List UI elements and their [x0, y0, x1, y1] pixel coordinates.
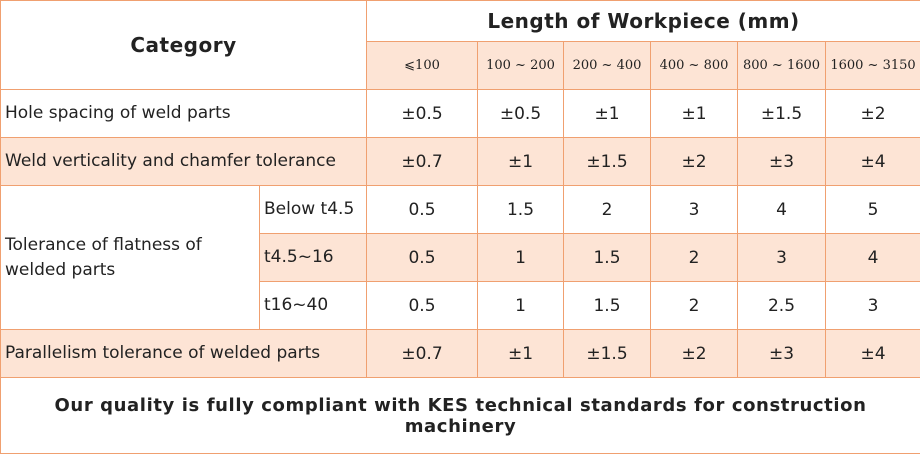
value-cell: 4 [737, 185, 827, 234]
row-label: Hole spacing of weld parts [0, 89, 368, 138]
table-row: Parallelism tolerance of welded parts ±0.… [0, 329, 920, 378]
range-header: 200 ~ 400 [563, 41, 652, 90]
value-cell: ±1 [650, 89, 739, 138]
category-header: Category [0, 0, 368, 90]
value-cell: 1.5 [477, 185, 565, 234]
range-header: 100 ~ 200 [477, 41, 565, 90]
table-row: Hole spacing of weld parts ±0.5 ±0.5 ±1 ±1 ±1… [0, 89, 920, 138]
value-cell: ±0.7 [366, 329, 479, 378]
value-cell: ±1.5 [737, 89, 827, 138]
value-cell: ±4 [825, 329, 920, 378]
value-cell: ±1 [477, 137, 565, 186]
value-cell: 4 [825, 233, 920, 282]
table-row: Weld verticality and chamfer tolerance ±0… [0, 137, 920, 186]
value-cell: 2 [650, 281, 739, 330]
row-label: Weld verticality and chamfer tolerance [0, 137, 368, 186]
table-row: t4.5~16 0.5 1 1.5 2 3 4 [1, 233, 920, 282]
value-cell: ±3 [737, 137, 827, 186]
value-cell: ±2 [650, 137, 739, 186]
table-row: Category Length of Workpiece (mm) [0, 0, 920, 90]
value-cell: ±0.5 [366, 89, 479, 138]
value-cell: 3 [737, 233, 827, 282]
range-header: ⩽100 [366, 41, 479, 90]
value-cell: 1.5 [563, 281, 652, 330]
footer-note: Our quality is fully compliant with KES … [0, 377, 920, 454]
value-cell: ±1.5 [563, 137, 652, 186]
table-row: ⩽100 100 ~ 200 200 ~ 400 400 ~ 800 800 ~ 160… [1, 41, 920, 90]
table-row: t16~40 0.5 1 1.5 2 2.5 3 [1, 281, 920, 330]
table-row: Tolerance of flatness of welded parts Bel… [0, 185, 920, 330]
value-cell: 0.5 [366, 281, 479, 330]
length-header: Length of Workpiece (mm) [366, 0, 920, 42]
value-cell: 0.5 [366, 185, 479, 234]
value-cell: 1.5 [563, 233, 652, 282]
sub-label: t4.5~16 [258, 233, 368, 282]
value-cell: 2 [563, 185, 652, 234]
range-header: 800 ~ 1600 [737, 41, 827, 90]
table-row: Our quality is fully compliant with KES … [0, 377, 920, 454]
row-label: Tolerance of flatness of welded parts [0, 185, 260, 330]
value-cell: 3 [650, 185, 739, 234]
sub-label: Below t4.5 [258, 185, 368, 234]
value-cell: ±0.5 [477, 89, 565, 138]
value-cell: ±1 [477, 329, 565, 378]
value-cell: ±0.7 [366, 137, 479, 186]
value-cell: 3 [825, 281, 920, 330]
value-cell: ±1 [563, 89, 652, 138]
value-cell: 5 [825, 185, 920, 234]
value-cell: ±3 [737, 329, 827, 378]
value-cell: 2.5 [737, 281, 827, 330]
sub-label: t16~40 [258, 281, 368, 330]
value-cell: 1 [477, 281, 565, 330]
value-cell: ±1.5 [563, 329, 652, 378]
value-cell: ±2 [825, 89, 920, 138]
value-cell: 2 [650, 233, 739, 282]
range-header: 1600 ~ 3150 [825, 41, 920, 90]
row-label: Parallelism tolerance of welded parts [0, 329, 368, 378]
value-cell: ±4 [825, 137, 920, 186]
range-header: 400 ~ 800 [650, 41, 739, 90]
value-cell: 1 [477, 233, 565, 282]
value-cell: ±2 [650, 329, 739, 378]
value-cell: 0.5 [366, 233, 479, 282]
